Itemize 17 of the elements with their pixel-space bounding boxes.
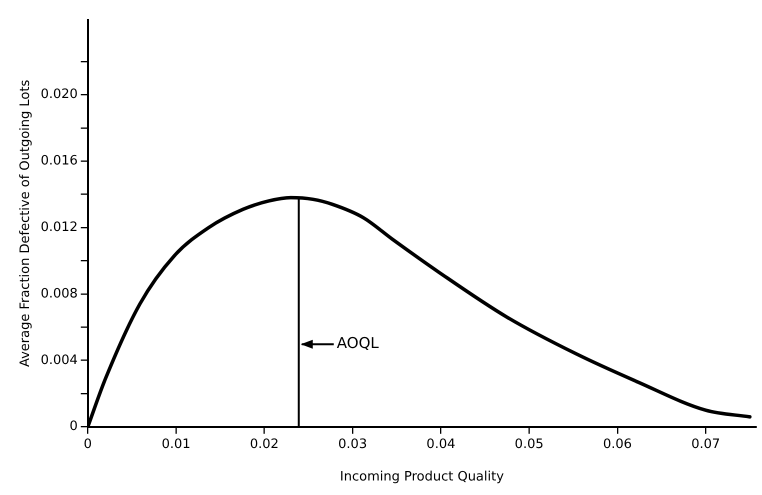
ref-line-label: AOQL	[336, 334, 380, 352]
x-axis-title: Incoming Product Quality	[340, 470, 504, 485]
x-tick-label: 0.02	[250, 436, 279, 452]
x-tick-label: 0.06	[602, 436, 632, 452]
y-tick-label: 0.008	[40, 286, 78, 302]
y-axis-title: Average Fraction Defective of Outgoing Lots	[18, 80, 34, 368]
x-tick-label: 0.05	[514, 436, 544, 452]
y-tick-label: 0	[70, 419, 78, 434]
y-tick-label: 0.004	[40, 352, 78, 368]
x-tick-label: 0.07	[691, 436, 720, 452]
y-tick-label: 0.020	[40, 87, 78, 102]
x-tick-label: 0.01	[162, 436, 191, 452]
x-tick-label: 0	[84, 436, 92, 452]
y-tick-label: 0.016	[40, 154, 78, 169]
y-tick-label: 0.012	[40, 220, 78, 235]
x-tick-label: 0.04	[426, 436, 456, 452]
x-tick-label: 0.03	[338, 436, 368, 452]
